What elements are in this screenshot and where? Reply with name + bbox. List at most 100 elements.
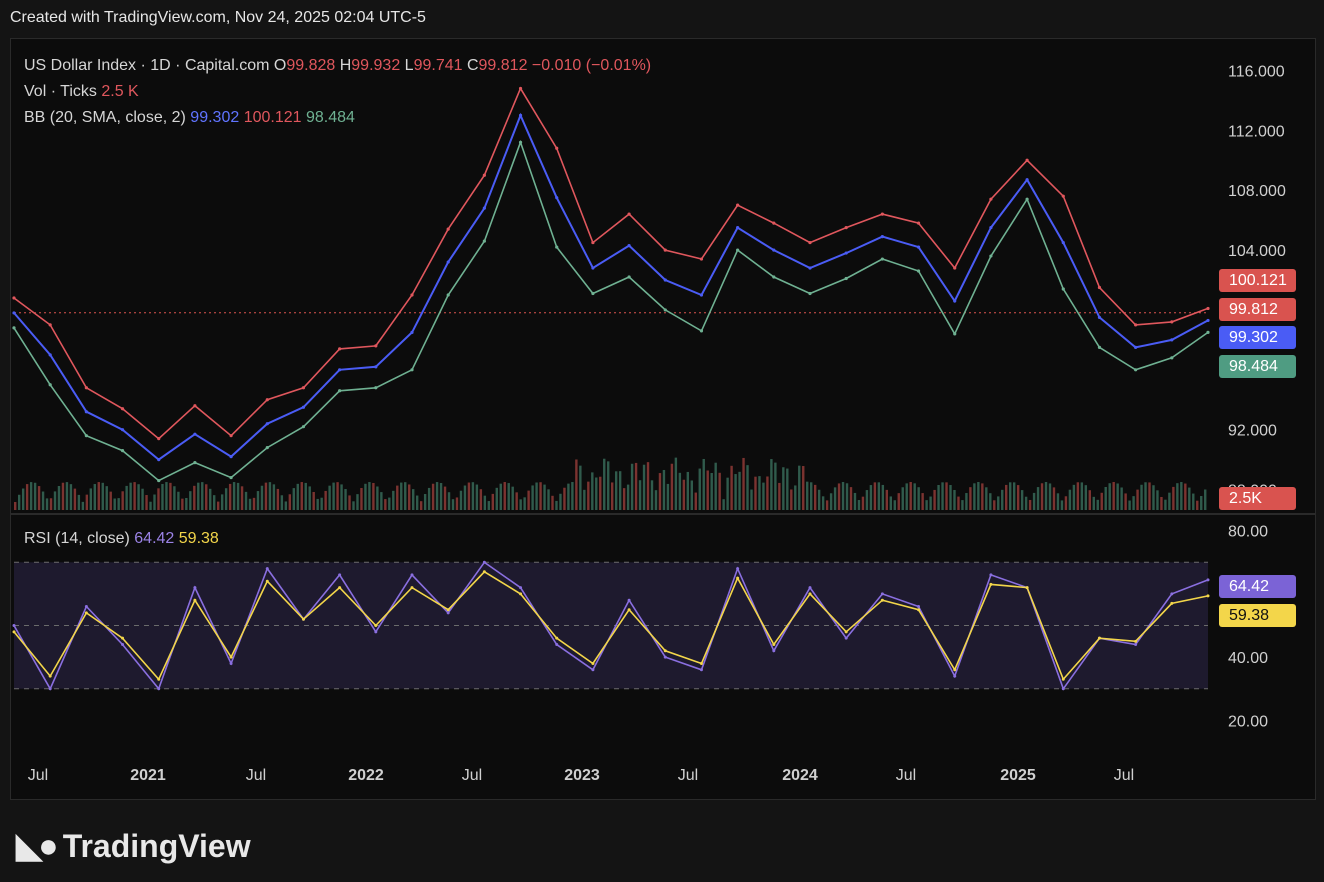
bb-lower-line-point [1061, 287, 1065, 291]
volume-bar [758, 476, 761, 510]
volume-bar [857, 500, 861, 510]
rsi-line-point [1134, 642, 1138, 646]
time-tick-label: Jul [896, 767, 916, 784]
volume-bar [380, 492, 383, 510]
bb-upper-line-point [1061, 194, 1065, 198]
volume-bar [754, 476, 757, 510]
volume-bar [400, 482, 403, 510]
rsi-line-point [627, 598, 631, 602]
volume-bar [1052, 487, 1056, 510]
rsi-ma-value: 59.38 [178, 530, 219, 547]
bb-basis-value: 99.302 [190, 109, 240, 126]
bb-lower-line-point [446, 293, 450, 297]
bb-upper-line [13, 86, 1209, 440]
volume-label[interactable]: Vol · Ticks [24, 83, 97, 100]
volume-bar [579, 465, 582, 510]
volume-bar [670, 463, 674, 510]
volume-bar [260, 485, 264, 510]
volume-bar [1100, 492, 1103, 510]
volume-bar [117, 498, 120, 510]
volume-bar [463, 485, 467, 510]
volume-bar [937, 484, 940, 510]
bb-label[interactable]: BB (20, SMA, close, 2) [24, 109, 186, 126]
symbol-label[interactable]: US Dollar Index · 1D · Capital.com [24, 57, 270, 74]
bb-basis-line-point [989, 226, 993, 230]
volume-bar [65, 482, 69, 510]
volume-bar [511, 486, 514, 510]
volume-bar [678, 472, 682, 510]
bb-upper-line-point [193, 404, 197, 408]
volume-bar [165, 482, 168, 510]
rsi-ma-line-point [410, 586, 414, 590]
volume-bar [435, 482, 439, 510]
volume-bar [961, 500, 964, 510]
bb-lower-line-point [627, 275, 631, 279]
price-tick-label: 108.000 [1228, 183, 1286, 200]
volume-bar [825, 500, 829, 510]
volume-bar [778, 482, 781, 510]
bb-lower-line-point [518, 140, 523, 144]
volume-bar [794, 485, 797, 510]
time-tick-label: Jul [28, 767, 48, 784]
volume-bar [519, 499, 522, 510]
volume-bar [29, 482, 33, 510]
bb-basis-line-point [338, 368, 342, 372]
volume-bar [1088, 490, 1091, 510]
volume-bar [1156, 490, 1159, 510]
volume-bar [153, 494, 156, 510]
rsi-ma-line-point [265, 579, 269, 583]
bb-basis-line-point [229, 455, 233, 459]
time-tick-label: 2025 [1000, 767, 1036, 784]
volume-bar [209, 488, 212, 510]
volume-bar [682, 479, 686, 510]
rsi-line-point [482, 560, 486, 564]
volume-bar [762, 482, 765, 510]
volume-bar [1036, 487, 1040, 510]
volume-bar [806, 481, 809, 510]
bb-basis-line-point [1025, 178, 1029, 182]
volume-bar [905, 483, 908, 510]
volume-bar [280, 495, 284, 510]
volume-bar [714, 462, 717, 510]
volume-bar [810, 482, 813, 510]
rsi-ma-line-point [917, 608, 921, 612]
volume-bars [14, 457, 1207, 510]
rsi-label[interactable]: RSI (14, close) [24, 530, 130, 547]
rsi-line-point [48, 687, 52, 691]
volume-bar [710, 472, 713, 510]
bb-lower-line-point [338, 389, 342, 393]
volume-bar [364, 483, 367, 510]
volume-bar [925, 500, 928, 510]
volume-bar [913, 483, 916, 510]
price-tick-label: 116.000 [1228, 63, 1285, 80]
volume-bar [1084, 485, 1088, 510]
volume-bar [813, 484, 817, 510]
volume-bar [973, 483, 976, 510]
volume-bar [618, 471, 622, 510]
volume-bar [137, 484, 140, 510]
rsi-line-point [917, 605, 921, 609]
volume-bar [1020, 490, 1024, 510]
volume-bar [483, 495, 487, 510]
volume-bar [885, 489, 889, 510]
volume-bar [993, 500, 996, 510]
bb-lower-line-point [989, 254, 993, 258]
volume-bar [73, 488, 77, 510]
rsi-line-point [446, 611, 450, 615]
rsi-line-point [989, 573, 993, 577]
volume-bar [388, 497, 391, 510]
volume-bar [567, 483, 570, 510]
volume-bar [698, 468, 701, 510]
bb-basis-line-point [1097, 315, 1102, 320]
volume-bar [746, 465, 749, 510]
price-tick-label: 104.000 [1228, 243, 1286, 260]
rsi-ma-line-point [84, 611, 88, 615]
volume-bar [181, 498, 184, 510]
volume-bar [173, 486, 176, 510]
time-tick-label: 2024 [782, 767, 818, 784]
volume-bar [845, 483, 849, 510]
tradingview-logo[interactable]: ◣● TradingView [16, 826, 251, 866]
volume-bar [423, 494, 427, 510]
volume-bar [33, 482, 37, 510]
